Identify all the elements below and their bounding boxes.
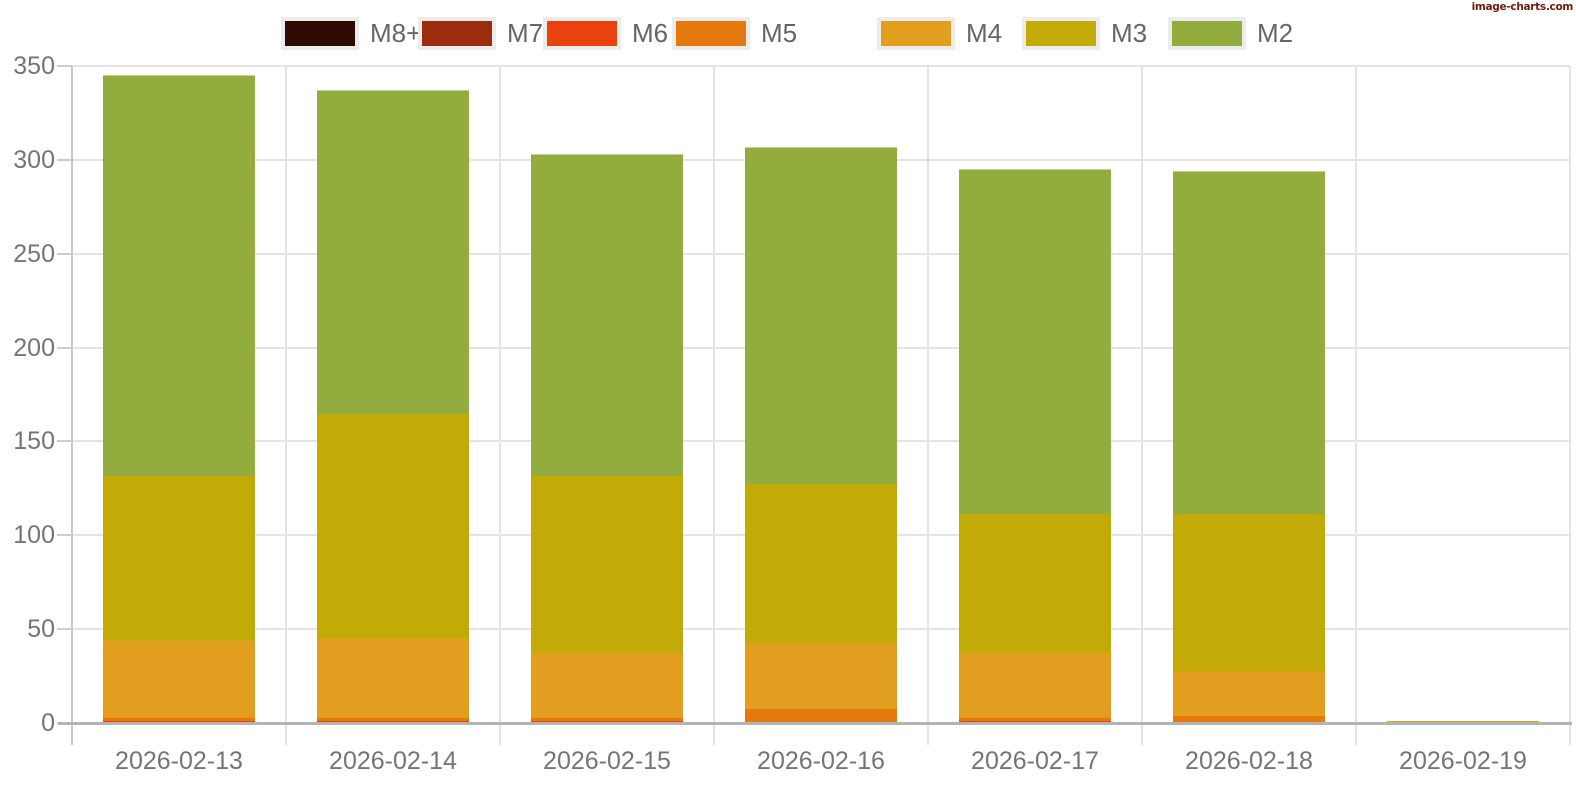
x-axis-label: 2026-02-13 [115, 747, 243, 775]
y-axis-tick [57, 346, 72, 349]
gridline-vertical [927, 66, 929, 745]
gridline-vertical [499, 66, 501, 745]
y-axis-tick [57, 628, 72, 631]
gridline-vertical [713, 66, 715, 745]
legend-item-M5: M5 [672, 16, 797, 50]
bar-segment-M3 [317, 413, 469, 638]
legend-swatch-M6 [543, 16, 621, 50]
legend-item-M6: M6 [543, 16, 668, 50]
y-axis-tick [57, 252, 72, 255]
legend-swatch-M2 [1168, 16, 1246, 50]
y-axis-tick-label: 300 [13, 145, 55, 174]
bar-segment-M4 [317, 636, 469, 719]
bar-segment-M2 [103, 75, 255, 477]
bar-segment-M2 [959, 169, 1111, 514]
bar-segment-M4 [1173, 670, 1325, 717]
y-axis-line [71, 66, 73, 745]
y-axis-tick-label: 150 [13, 427, 55, 456]
legend-item-M8+: M8+ [281, 16, 421, 50]
bar-segment-M4 [531, 651, 683, 719]
y-axis-tick [57, 65, 72, 67]
legend-swatch-M5 [672, 16, 750, 50]
legend-swatch-M8+ [281, 16, 359, 50]
bar-segment-M4 [103, 640, 255, 719]
y-axis-tick [57, 534, 72, 537]
legend-label: M5 [761, 18, 798, 48]
watermark: image-charts.com [1471, 1, 1574, 13]
bar-segment-M3 [531, 475, 683, 653]
y-axis-tick-label: 200 [13, 333, 55, 362]
legend-swatch-M4 [877, 16, 955, 50]
legend-swatch-M7 [418, 16, 496, 50]
bar-segment-M3 [103, 475, 255, 642]
legend-item-M4: M4 [877, 16, 1002, 50]
legend-swatch-M3 [1022, 16, 1100, 50]
legend-item-M7: M7 [418, 16, 543, 50]
y-axis-tick-label: 100 [13, 521, 55, 550]
y-axis-tick-label: 250 [13, 239, 55, 268]
legend-label: M4 [966, 18, 1003, 48]
gridline-vertical [1141, 66, 1143, 745]
bar-segment-M4 [745, 642, 897, 709]
bar-segment-M5 [745, 707, 897, 723]
y-axis-tick [57, 440, 72, 443]
x-axis-label: 2026-02-17 [971, 747, 1099, 775]
bar-segment-M4 [959, 651, 1111, 719]
legend-item-M3: M3 [1022, 16, 1147, 50]
gridline-vertical [1569, 66, 1571, 745]
legend-label: M3 [1111, 18, 1148, 48]
x-axis-label: 2026-02-14 [329, 747, 457, 775]
bar-segment-M3 [959, 512, 1111, 653]
bar-segment-M5 [103, 717, 255, 722]
y-axis-tick-label: 50 [27, 615, 55, 644]
y-axis-tick [57, 158, 72, 161]
bar-segment-M5 [531, 717, 683, 722]
legend-label: M8+ [370, 18, 422, 48]
legend-label: M6 [632, 18, 669, 48]
bar-segment-M3 [1173, 512, 1325, 672]
bar-segment-M5 [959, 717, 1111, 722]
gridline-horizontal [72, 65, 1570, 67]
x-axis-label: 2026-02-18 [1185, 747, 1313, 775]
bar-segment-M5 [317, 717, 469, 722]
gridline-vertical [285, 66, 287, 745]
bar-segment-M2 [1173, 171, 1325, 514]
bar-segment-M2 [531, 154, 683, 477]
x-axis-label: 2026-02-15 [543, 747, 671, 775]
bar-segment-M2 [317, 90, 469, 415]
y-axis-tick-label: 350 [13, 52, 55, 80]
y-axis-tick-label: 0 [41, 709, 55, 737]
legend-item-M2: M2 [1168, 16, 1293, 50]
x-axis-label: 2026-02-16 [757, 747, 885, 775]
bar-segment-M2 [745, 146, 897, 484]
gridline-vertical [1355, 66, 1357, 745]
legend-label: M2 [1257, 18, 1294, 48]
x-axis-label: 2026-02-19 [1399, 747, 1527, 775]
bar-segment-M3 [745, 482, 897, 644]
x-axis-line [58, 722, 1572, 725]
legend-label: M7 [507, 18, 544, 48]
